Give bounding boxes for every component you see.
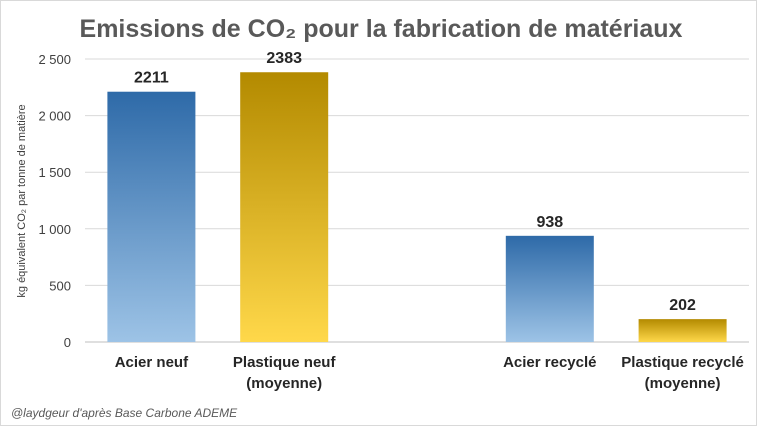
y-tick-labels: 0 500 1 000 1 500 2 000 2 500 — [38, 52, 71, 350]
data-label: 938 — [536, 214, 563, 231]
bar — [240, 72, 329, 343]
category-label: Plastique neuf — [233, 354, 337, 371]
bar — [638, 319, 727, 342]
chart-title: Emissions de CO₂ pour la fabrication de … — [80, 15, 683, 43]
y-tick-label: 500 — [49, 278, 71, 293]
bar — [107, 91, 196, 342]
category-labels: Acier neuf Plastique neuf (moyenne) Acier r… — [115, 354, 744, 392]
y-tick-label: 1 000 — [38, 222, 71, 237]
bars — [107, 72, 727, 343]
y-tick-label: 2 500 — [38, 52, 71, 67]
data-label: 2211 — [134, 70, 169, 87]
data-labels: 2211 2383 938 202 — [134, 50, 696, 314]
category-label: Acier recyclé — [503, 354, 596, 371]
category-label: (moyenne) — [246, 375, 322, 392]
y-axis-label: kg équivalent CO₂ par tonne de matière — [16, 104, 28, 297]
y-tick-label: 2 000 — [38, 109, 71, 124]
y-tick-label: 0 — [64, 335, 71, 350]
category-label: Acier neuf — [115, 354, 189, 371]
data-label: 202 — [669, 297, 696, 314]
data-label: 2383 — [266, 50, 302, 67]
y-tick-label: 1 500 — [38, 165, 71, 180]
bar — [505, 235, 594, 342]
category-label: Plastique recyclé — [621, 354, 744, 371]
gridlines — [85, 58, 749, 343]
source-credit: @laydgeur d'après Base Carbone ADEME — [11, 406, 238, 420]
category-label: (moyenne) — [645, 375, 721, 392]
